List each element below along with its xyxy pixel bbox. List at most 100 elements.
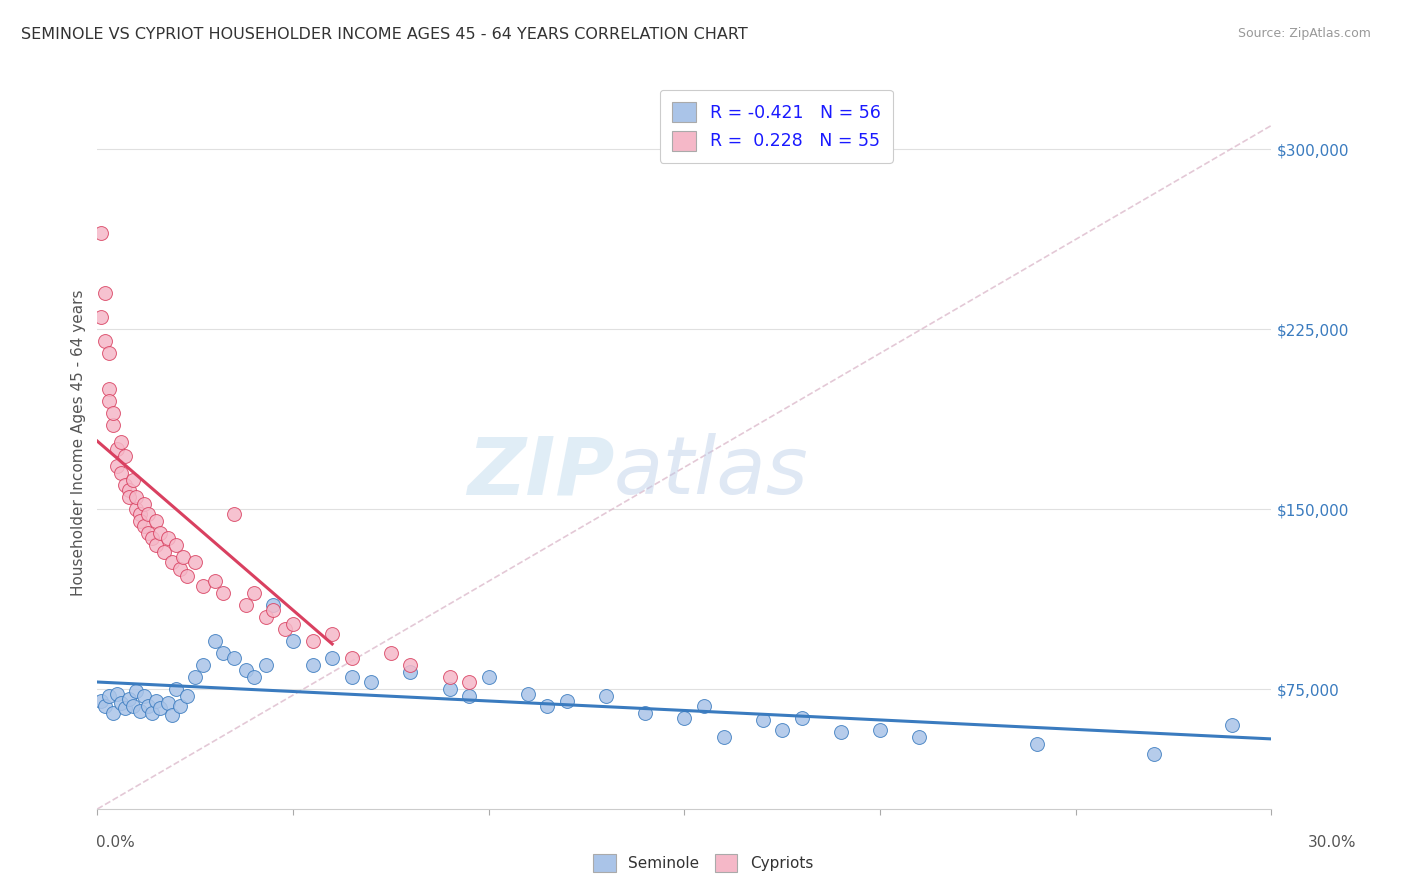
Point: [121, 474, 143, 488]
Point: [224, 651, 246, 665]
Point: [790, 711, 813, 725]
Point: [149, 701, 172, 715]
Point: [713, 730, 735, 744]
Point: [141, 531, 163, 545]
Point: [165, 682, 187, 697]
Point: [243, 586, 266, 600]
Point: [98, 382, 121, 396]
Point: [478, 670, 501, 684]
Point: [114, 478, 136, 492]
Point: [121, 698, 143, 713]
Point: [1143, 747, 1166, 761]
Point: [211, 586, 233, 600]
Y-axis label: Householder Income Ages 45 - 64 years: Householder Income Ages 45 - 64 years: [72, 290, 86, 597]
Point: [380, 646, 402, 660]
Point: [770, 723, 793, 737]
Point: [156, 531, 179, 545]
Point: [555, 694, 578, 708]
Point: [458, 674, 481, 689]
Point: [165, 538, 187, 552]
Text: SEMINOLE VS CYPRIOT HOUSEHOLDER INCOME AGES 45 - 64 YEARS CORRELATION CHART: SEMINOLE VS CYPRIOT HOUSEHOLDER INCOME A…: [21, 27, 748, 42]
Point: [118, 483, 141, 497]
Point: [191, 658, 214, 673]
Text: ZIP: ZIP: [467, 434, 614, 511]
Point: [360, 674, 382, 689]
Point: [281, 617, 304, 632]
Point: [134, 519, 156, 533]
Point: [101, 406, 124, 420]
Point: [125, 502, 148, 516]
Point: [321, 651, 343, 665]
Point: [254, 610, 277, 624]
Point: [105, 442, 128, 457]
Point: [673, 711, 696, 725]
Point: [169, 698, 191, 713]
Point: [439, 682, 461, 697]
Point: [439, 670, 461, 684]
Point: [204, 634, 226, 648]
Point: [141, 706, 163, 720]
Point: [98, 346, 121, 360]
Point: [90, 227, 112, 241]
Point: [125, 490, 148, 504]
Point: [118, 490, 141, 504]
Point: [263, 603, 285, 617]
Point: [516, 687, 538, 701]
Point: [184, 555, 207, 569]
Point: [114, 450, 136, 464]
Point: [90, 310, 112, 325]
Point: [153, 545, 176, 559]
Point: [118, 691, 141, 706]
Point: [105, 458, 128, 473]
Point: [235, 663, 257, 677]
Point: [101, 418, 124, 433]
Point: [129, 507, 152, 521]
Legend: Seminole, Cypriots: Seminole, Cypriots: [585, 846, 821, 880]
Point: [98, 394, 121, 409]
Point: [595, 690, 617, 704]
Point: [90, 694, 112, 708]
Point: [301, 634, 323, 648]
Point: [830, 725, 852, 739]
Point: [129, 704, 152, 718]
Point: [908, 730, 931, 744]
Point: [134, 497, 156, 511]
Point: [1220, 718, 1243, 732]
Point: [125, 684, 148, 698]
Point: [274, 622, 297, 636]
Point: [458, 690, 481, 704]
Point: [399, 665, 422, 680]
Point: [156, 697, 179, 711]
Point: [254, 658, 277, 673]
Point: [110, 435, 132, 450]
Point: [321, 627, 343, 641]
Point: [634, 706, 657, 720]
Text: 0.0%: 0.0%: [96, 836, 135, 850]
Point: [134, 690, 156, 704]
Point: [136, 698, 159, 713]
Point: [869, 723, 891, 737]
Point: [160, 708, 183, 723]
Point: [340, 670, 363, 684]
Point: [145, 694, 167, 708]
Point: [160, 555, 183, 569]
Point: [94, 334, 117, 349]
Point: [243, 670, 266, 684]
Point: [184, 670, 207, 684]
Text: 30.0%: 30.0%: [1309, 836, 1357, 850]
Point: [301, 658, 323, 673]
Point: [536, 698, 558, 713]
Point: [114, 701, 136, 715]
Point: [263, 598, 285, 612]
Point: [693, 698, 716, 713]
Point: [399, 658, 422, 673]
Point: [176, 690, 198, 704]
Point: [235, 598, 257, 612]
Point: [149, 526, 172, 541]
Point: [136, 507, 159, 521]
Text: atlas: atlas: [614, 434, 808, 511]
Point: [176, 569, 198, 583]
Point: [145, 514, 167, 528]
Point: [224, 507, 246, 521]
Point: [172, 550, 194, 565]
